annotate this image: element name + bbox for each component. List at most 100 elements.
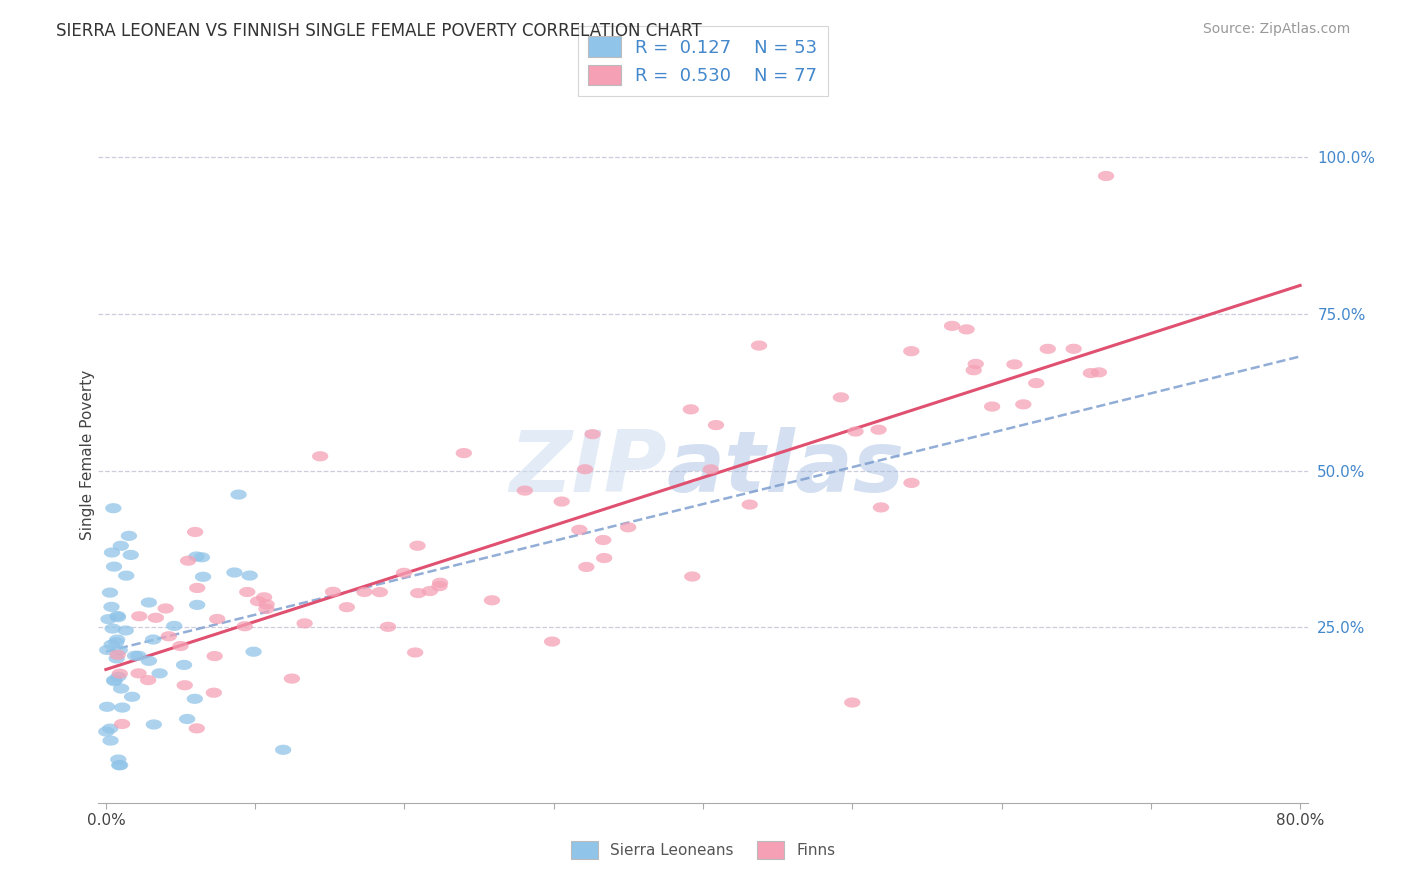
Point <box>191 550 214 565</box>
Point <box>176 712 198 726</box>
Point <box>309 450 332 464</box>
Point <box>406 539 429 553</box>
Point <box>841 696 863 710</box>
Point <box>704 418 727 433</box>
Point <box>404 646 426 660</box>
Point <box>103 673 125 687</box>
Point <box>96 699 118 714</box>
Point <box>353 585 375 599</box>
Point <box>336 600 359 615</box>
Point <box>981 400 1004 414</box>
Point <box>107 752 129 766</box>
Point <box>98 585 121 599</box>
Point <box>103 674 125 689</box>
Point <box>186 549 208 564</box>
Y-axis label: Single Female Poverty: Single Female Poverty <box>80 370 94 540</box>
Point <box>224 566 246 580</box>
Point <box>191 570 214 584</box>
Point <box>1004 358 1026 372</box>
Point <box>592 533 614 547</box>
Point <box>253 591 276 605</box>
Point <box>142 717 165 731</box>
Text: Source: ZipAtlas.com: Source: ZipAtlas.com <box>1202 22 1350 37</box>
Point <box>1095 169 1118 183</box>
Point <box>1036 342 1059 356</box>
Point <box>550 494 572 508</box>
Point <box>593 551 616 566</box>
Point <box>900 475 922 490</box>
Point <box>228 487 250 501</box>
Point <box>98 722 121 736</box>
Point <box>124 648 146 663</box>
Point <box>830 390 852 404</box>
Point <box>204 649 226 664</box>
Point <box>157 629 180 643</box>
Point <box>617 520 640 534</box>
Point <box>111 700 134 714</box>
Point <box>1080 366 1102 380</box>
Point <box>868 423 890 437</box>
Point <box>541 634 564 648</box>
Point <box>101 622 124 636</box>
Point <box>128 666 150 681</box>
Point <box>108 758 131 772</box>
Point <box>281 672 304 686</box>
Point <box>105 651 128 665</box>
Point <box>114 624 136 638</box>
Point <box>107 670 129 684</box>
Point <box>173 657 195 672</box>
Point <box>965 357 987 371</box>
Point <box>108 643 131 657</box>
Point <box>679 402 702 417</box>
Text: ZIP: ZIP <box>509 427 666 510</box>
Point <box>574 462 596 476</box>
Point <box>429 575 451 590</box>
Point <box>184 524 207 539</box>
Point <box>429 579 451 593</box>
Text: atlas: atlas <box>666 427 905 510</box>
Point <box>955 322 977 336</box>
Point <box>681 569 703 583</box>
Point <box>941 318 963 333</box>
Point <box>236 585 259 599</box>
Point <box>115 568 138 582</box>
Point <box>108 758 131 772</box>
Point <box>568 523 591 537</box>
Point <box>107 608 129 623</box>
Point <box>118 529 141 543</box>
Point <box>202 686 225 700</box>
Point <box>145 611 167 625</box>
Point <box>239 568 262 582</box>
Point <box>254 602 277 616</box>
Point <box>149 666 172 681</box>
Point <box>101 545 124 559</box>
Point <box>120 548 142 562</box>
Point <box>256 598 278 612</box>
Point <box>205 612 228 626</box>
Point <box>377 620 399 634</box>
Point <box>748 338 770 352</box>
Point <box>900 344 922 359</box>
Point <box>322 584 344 599</box>
Point <box>169 639 191 653</box>
Point <box>581 427 603 442</box>
Point <box>247 594 270 608</box>
Point <box>481 593 503 607</box>
Point <box>100 733 122 747</box>
Point <box>184 691 207 706</box>
Point <box>100 638 122 652</box>
Point <box>186 581 208 595</box>
Point <box>186 722 208 736</box>
Point <box>136 673 159 687</box>
Point <box>155 601 177 615</box>
Point <box>575 560 598 574</box>
Point <box>392 566 415 580</box>
Point <box>138 595 160 609</box>
Point <box>700 462 723 476</box>
Point <box>177 554 200 568</box>
Point <box>513 483 536 498</box>
Point <box>1063 342 1085 356</box>
Point <box>96 724 118 739</box>
Point <box>1025 376 1047 390</box>
Point <box>103 559 125 574</box>
